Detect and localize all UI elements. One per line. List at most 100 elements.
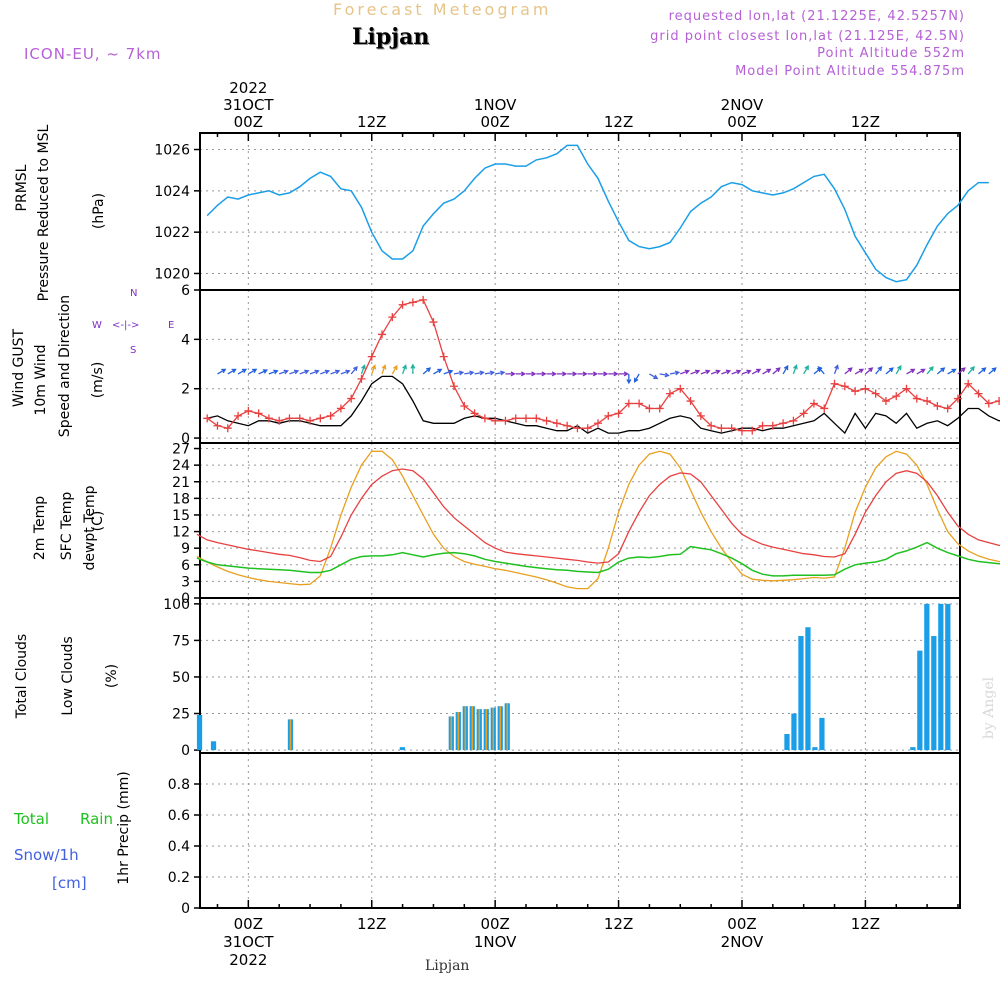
- gust-marker: [686, 397, 695, 406]
- gust-marker: [285, 414, 294, 423]
- top-time-label: 12Z: [851, 113, 880, 131]
- ytick-label: 24: [172, 458, 190, 474]
- gust-marker: [624, 399, 633, 408]
- wind-direction-arrow: [237, 368, 248, 375]
- gust-marker: [676, 384, 685, 393]
- wind-direction-arrow: [536, 371, 547, 377]
- gust-marker: [316, 414, 325, 423]
- wind-direction-arrow: [721, 369, 732, 375]
- total-cloud-bar: [812, 747, 818, 751]
- low-cloud-bar: [506, 703, 509, 751]
- ytick-label: 75: [172, 633, 190, 649]
- wind-direction-arrow: [381, 364, 387, 375]
- gust-marker: [830, 379, 839, 388]
- wind-direction-arrow: [410, 363, 416, 374]
- top-time-label: 31OCT: [223, 96, 274, 114]
- wind-direction-arrow: [782, 364, 789, 375]
- bottom-time-label: 12Z: [604, 915, 633, 933]
- temp-2m-line: [196, 468, 1000, 564]
- gust-marker: [943, 404, 952, 413]
- wind-direction-arrow: [762, 368, 772, 375]
- bottom-time-label: 2NOV: [721, 933, 764, 951]
- gust-marker: [614, 409, 623, 418]
- gust-marker: [336, 404, 345, 413]
- wind-direction-arrow: [505, 371, 516, 377]
- gust-marker: [398, 300, 407, 309]
- total-cloud-bar: [931, 636, 937, 751]
- ytick-label: 9: [181, 541, 190, 557]
- gust-marker: [789, 416, 798, 425]
- footer-location: Lipjan: [425, 958, 470, 974]
- gust-marker: [840, 382, 849, 391]
- label-rain: Rain: [80, 810, 113, 828]
- wind-direction-arrow: [833, 364, 839, 375]
- total-cloud-bar: [917, 650, 923, 751]
- ytick-label: 1026: [154, 143, 190, 159]
- bottom-time-label: 00Z: [727, 915, 756, 933]
- wind-direction-arrow: [988, 367, 997, 375]
- ytick-label: 21: [172, 475, 190, 491]
- gust-marker: [748, 426, 757, 435]
- ytick-label: 0: [181, 431, 190, 447]
- gust-marker: [964, 379, 973, 388]
- gust-marker: [923, 397, 932, 406]
- ytick-label: 18: [172, 491, 190, 507]
- top-time-label: 00Z: [480, 113, 509, 131]
- gust-marker: [593, 419, 602, 428]
- label-total: Total: [14, 810, 50, 828]
- gust-marker: [223, 424, 232, 433]
- wind-direction-arrow: [895, 364, 902, 375]
- total-cloud-bar: [924, 603, 930, 751]
- sfc-temp-line: [196, 450, 1000, 590]
- wind-direction-arrow: [371, 364, 377, 375]
- ytick-label: 1022: [154, 225, 190, 241]
- gust-marker: [491, 416, 500, 425]
- gust-marker: [429, 318, 438, 327]
- gust-marker: [851, 387, 860, 396]
- gust-marker: [511, 414, 520, 423]
- bottom-time-label: 12Z: [357, 915, 386, 933]
- gust-marker: [861, 384, 870, 393]
- low-cloud-bar: [478, 709, 481, 751]
- gust-marker: [758, 421, 767, 430]
- gust-marker: [357, 374, 366, 383]
- gust-marker: [953, 394, 962, 403]
- ytick-label: 0: [181, 743, 190, 759]
- gust-marker: [768, 421, 777, 430]
- wind-direction-arrow: [875, 365, 883, 375]
- wind-direction-arrow: [515, 371, 527, 377]
- gust-marker: [707, 421, 716, 430]
- wind-direction-arrow: [320, 369, 331, 375]
- gust-marker: [552, 419, 561, 428]
- gust-marker: [871, 389, 880, 398]
- wind-direction-arrow: [618, 371, 629, 377]
- bottom-time-label: 00Z: [480, 915, 509, 933]
- gust-marker: [696, 411, 705, 420]
- gust-marker: [912, 394, 921, 403]
- gust-marker: [378, 330, 387, 339]
- gust-marker: [450, 382, 459, 391]
- total-cloud-bar: [791, 713, 797, 751]
- gust-marker: [234, 411, 243, 420]
- gust-marker: [933, 401, 942, 410]
- gust-marker: [254, 409, 263, 418]
- ytick-label: 0.8: [168, 777, 190, 793]
- total-cloud-bar: [910, 747, 916, 751]
- panel-frame: [199, 442, 961, 599]
- wind-direction-arrow: [700, 369, 711, 375]
- gust-marker: [563, 421, 572, 430]
- wind-direction-arrow: [433, 368, 443, 375]
- wind-direction-arrow: [350, 365, 358, 375]
- wind-direction-arrow: [248, 368, 258, 375]
- wind-direction-arrow: [957, 367, 966, 375]
- ytick-label: 0: [181, 591, 190, 607]
- gust-marker: [892, 392, 901, 401]
- gust-marker: [203, 414, 212, 423]
- total-cloud-bar: [798, 636, 804, 751]
- low-cloud-bar: [289, 719, 292, 751]
- gust-marker: [809, 399, 818, 408]
- low-cloud-bar: [471, 706, 474, 751]
- ytick-label: 3: [181, 574, 190, 590]
